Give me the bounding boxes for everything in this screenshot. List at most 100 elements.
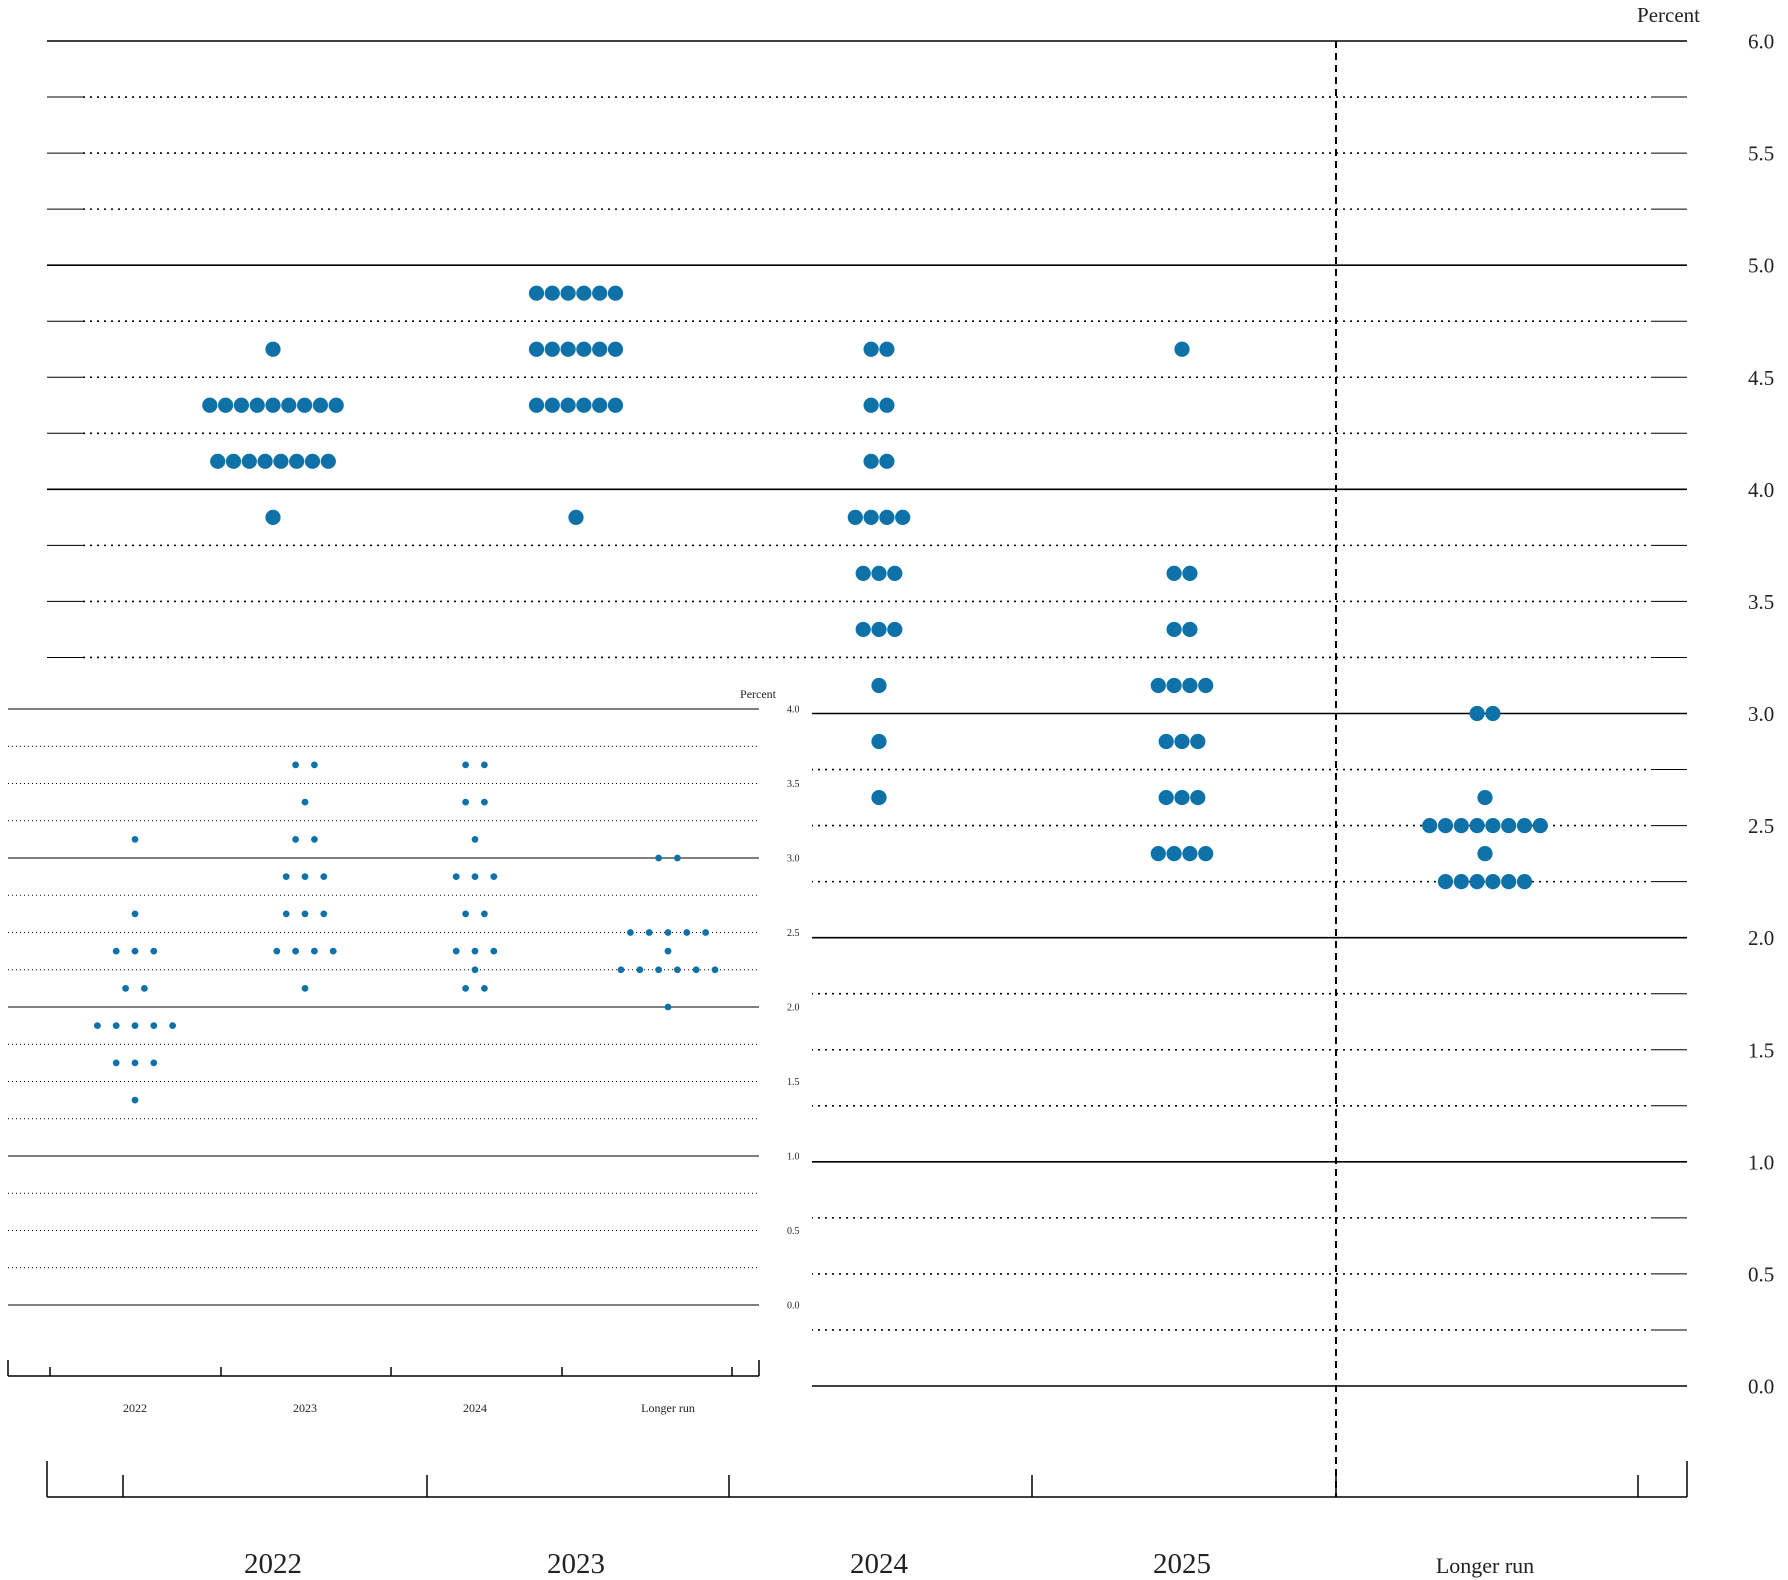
- dot-2023: [607, 397, 624, 413]
- y-tick-label: 5.0: [1748, 254, 1774, 278]
- y-tick-label: 3.0: [787, 854, 800, 865]
- y-tick-label: 0.5: [787, 1226, 800, 1237]
- dot-2022: [131, 1096, 139, 1104]
- y-tick-label: 4.0: [787, 705, 800, 716]
- dot-longer-run: [1477, 789, 1493, 806]
- dot-2024: [847, 509, 863, 525]
- y-tick-label: 4.0: [1748, 478, 1774, 502]
- y-tick-label: 2.5: [787, 928, 800, 939]
- dot-2023: [592, 341, 608, 357]
- dot-2022: [312, 397, 328, 413]
- dot-2022: [233, 397, 249, 413]
- y-tick-label: 3.5: [787, 779, 800, 790]
- dot-2022: [131, 1059, 139, 1067]
- dot-longer-run: [1453, 817, 1469, 834]
- y-tick-label: 3.5: [1748, 590, 1774, 614]
- dot-2024: [871, 733, 887, 750]
- dot-2023: [560, 397, 576, 413]
- y-tick-label: 0.0: [1748, 1375, 1774, 1399]
- dot-2024: [471, 947, 479, 955]
- dot-2023: [544, 341, 560, 357]
- dot-2023: [560, 341, 576, 357]
- dot-2025: [1150, 846, 1166, 862]
- dot-2022: [112, 947, 120, 955]
- dot-2024: [887, 565, 903, 581]
- main-grid: [47, 40, 1687, 1497]
- dot-2022: [94, 1022, 101, 1030]
- dot-2024: [879, 509, 895, 525]
- x-tick-label-longer-run: Longer run: [1436, 1553, 1534, 1578]
- x-tick-label-2022: 2022: [244, 1548, 302, 1580]
- dot-2024: [471, 966, 479, 974]
- y-tick-label: 1.0: [1748, 1150, 1774, 1174]
- y-tick-label: 0.0: [787, 1301, 800, 1312]
- dot-2025: [1198, 846, 1214, 862]
- dot-2023: [282, 873, 290, 881]
- dot-2023: [607, 341, 624, 357]
- dot-2024: [879, 341, 895, 357]
- dot-2024: [462, 798, 469, 806]
- dot-longer-run: [627, 929, 634, 936]
- dot-2024: [481, 761, 488, 769]
- dot-2022: [150, 1059, 158, 1067]
- y-tick-label: 0.5: [1748, 1262, 1774, 1286]
- dot-2023: [301, 984, 309, 992]
- dot-2025: [1166, 621, 1182, 638]
- dot-longer-run: [664, 947, 672, 955]
- dot-2022: [169, 1022, 177, 1030]
- dot-2022: [328, 397, 344, 413]
- y-tick-label: 1.5: [787, 1077, 800, 1088]
- dot-2022: [265, 397, 281, 413]
- dot-2024: [887, 621, 903, 638]
- dot-longer-run: [1485, 874, 1501, 890]
- dot-2022: [112, 1059, 120, 1067]
- dot-2025: [1158, 789, 1174, 806]
- y-tick-label: 1.0: [787, 1152, 800, 1163]
- inset-y-tick-labels: 0.0 0.5 1.0 1.5 2.0 2.5 3.0 3.5 4.0: [787, 705, 800, 1312]
- dot-2023: [568, 509, 584, 525]
- y-tick-label: 1.5: [1748, 1038, 1774, 1062]
- dot-2025: [1166, 677, 1182, 694]
- dot-2024: [481, 910, 488, 918]
- dot-2023: [544, 285, 560, 301]
- dot-2023: [273, 947, 281, 955]
- dot-2024: [490, 947, 498, 955]
- dot-2022: [289, 453, 305, 469]
- dot-2022: [273, 453, 289, 469]
- dot-2024: [863, 397, 879, 413]
- dot-longer-run: [692, 966, 700, 974]
- dot-2024: [481, 798, 488, 806]
- dot-longer-run: [1469, 705, 1485, 722]
- dot-2025: [1166, 565, 1182, 581]
- dot-2023: [320, 910, 328, 918]
- dot-2024: [863, 341, 879, 357]
- dot-2022: [265, 341, 281, 357]
- dot-2024: [462, 910, 469, 918]
- dot-2024: [879, 453, 895, 469]
- dot-2022: [141, 984, 148, 992]
- dot-longer-run: [664, 929, 672, 936]
- dot-2024: [863, 453, 879, 469]
- dot-2022: [265, 509, 281, 525]
- dot-2023: [560, 285, 576, 301]
- dot-2025: [1166, 846, 1182, 862]
- dot-2022: [202, 397, 218, 413]
- x-tick-label-2023: 2023: [293, 1401, 317, 1415]
- dot-2022: [122, 984, 129, 992]
- dot-2022: [320, 453, 336, 469]
- dot-2024: [871, 621, 887, 638]
- dot-2025: [1182, 621, 1198, 638]
- main-chart: 0.00.51.01.52.02.53.03.54.04.55.05.56.0 …: [46, 3, 1774, 1580]
- dot-2022: [297, 397, 313, 413]
- dot-2023: [576, 285, 592, 301]
- dot-2024: [481, 984, 488, 992]
- dot-2023: [311, 761, 318, 769]
- inset-dots: [94, 761, 719, 1104]
- dot-2023: [528, 285, 545, 301]
- dot-longer-run: [674, 966, 681, 974]
- dot-2022: [150, 947, 158, 955]
- inset-chart: 0.0 0.5 1.0 1.5 2.0 2.5 3.0 3.5 4.0 2022 2023 2024…: [0, 686, 812, 1416]
- main-y-tick-labels: 0.0 0.5 1.0 1.5 2.0 2.5 3.0 3.5 4.0 4.5 5.0 5.5 6.0: [1748, 30, 1774, 1399]
- dot-2023: [282, 910, 290, 918]
- dot-longer-run: [1532, 817, 1548, 834]
